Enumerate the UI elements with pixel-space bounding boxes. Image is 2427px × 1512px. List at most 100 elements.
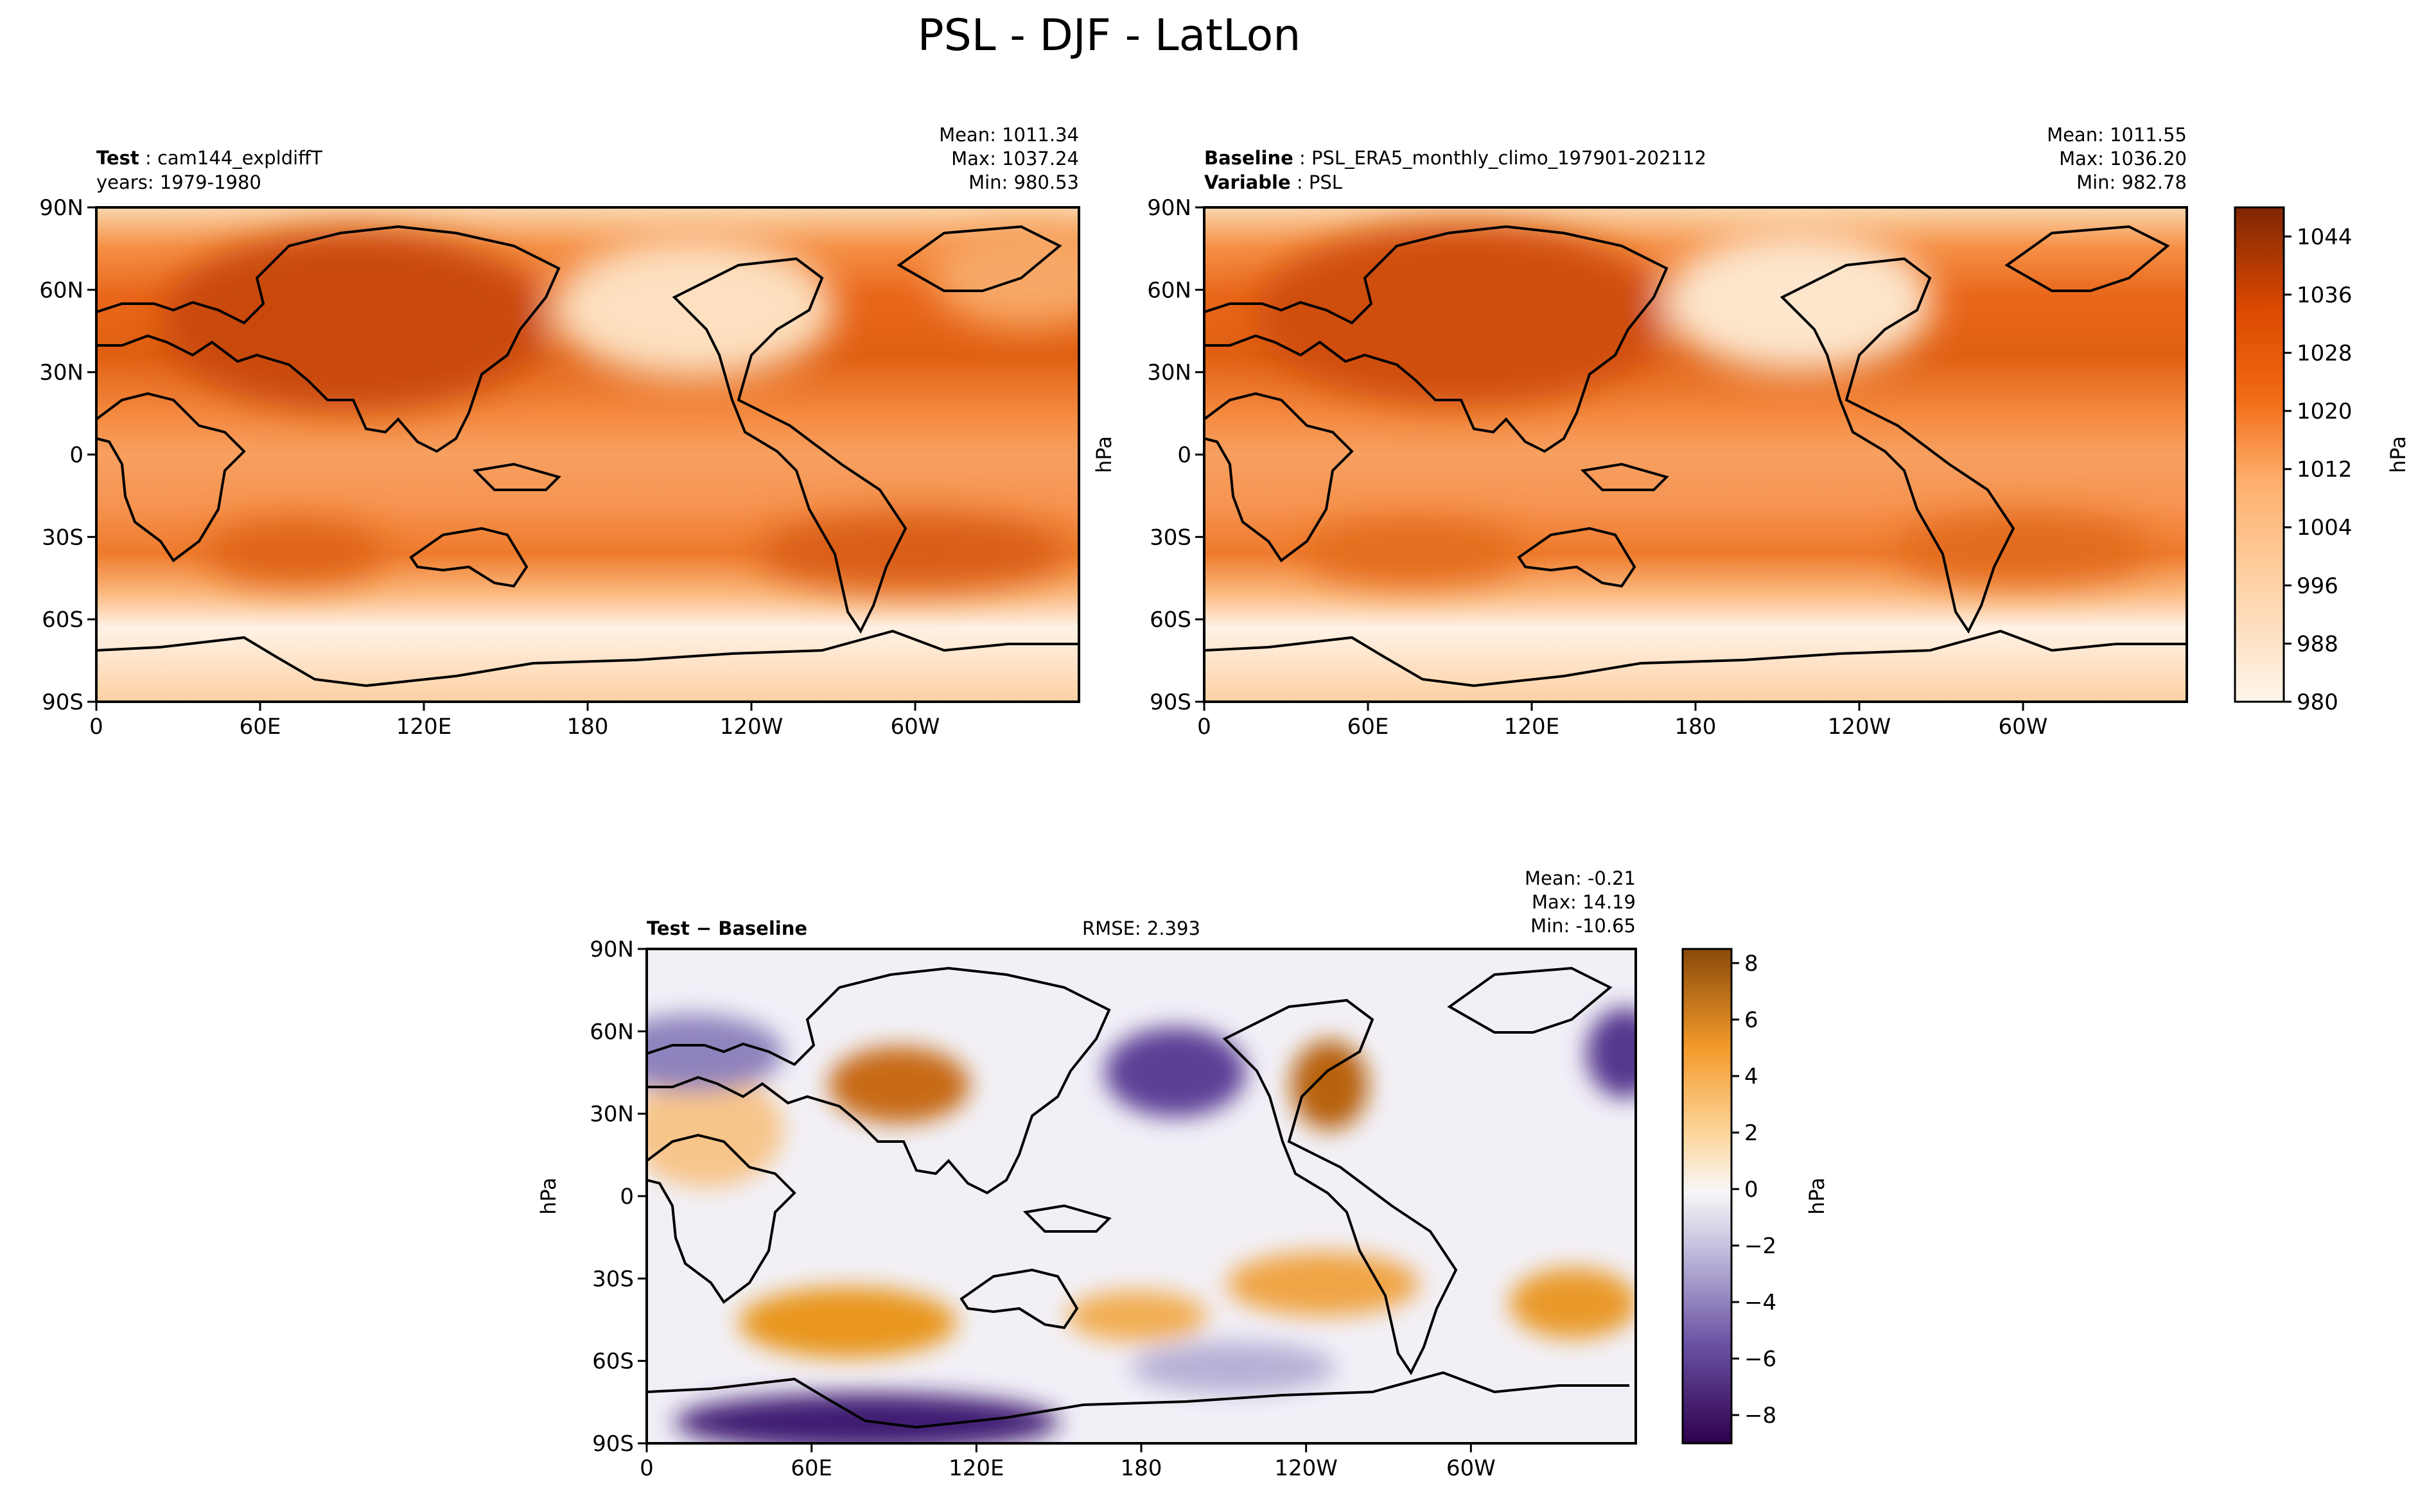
- y-tick-label: 60N: [1147, 277, 1191, 303]
- test-max: Max: 1037.24: [951, 148, 1079, 169]
- neg-greenland: [1586, 1008, 1636, 1098]
- colorbar-tick-label: 1012: [2297, 457, 2353, 483]
- colorbar-tick-label: 1036: [2297, 282, 2353, 308]
- psl-colorbar: 1044 1036 1028 1020 1012 1004 996 988 980 hPa: [2234, 206, 2410, 715]
- x-tick-label: 0: [1197, 714, 1211, 740]
- diff-colorbar: 8 6 4 2 0 −2 −4 −6 −8 hPa: [1681, 948, 1829, 1445]
- colorbar-tick-label: 996: [2297, 573, 2338, 599]
- baseline-mean: Mean: 1011.55: [2047, 124, 2187, 146]
- colorbar-tick-label: −2: [1744, 1233, 1776, 1259]
- colorbar-tick-label: 988: [2297, 631, 2338, 657]
- pos-tasman: [1066, 1290, 1207, 1342]
- colorbar-tick-label: 4: [1744, 1064, 1758, 1090]
- colorbar-tick-label: 6: [1744, 1007, 1758, 1033]
- neg-europe: [647, 1014, 784, 1091]
- indian-ocean-high: [1304, 520, 1522, 584]
- figure-title: PSL - DJF - LatLon: [918, 10, 1301, 61]
- y-tick-label: 60S: [1150, 607, 1191, 633]
- aleutian-low: [1663, 231, 1933, 372]
- difference-label: Test − Baseline: [647, 917, 807, 939]
- y-tick-label: 30N: [590, 1102, 634, 1127]
- x-tick-label: 120E: [396, 714, 451, 740]
- x-tick-label: 120W: [1828, 714, 1891, 740]
- pos-sindian: [739, 1287, 957, 1358]
- colorbar-tick-label: −4: [1744, 1290, 1776, 1316]
- diff-mean: Mean: -0.21: [1525, 867, 1636, 889]
- y-tick-label: 0: [1177, 442, 1191, 468]
- y-tick-label: 90N: [590, 937, 634, 962]
- pos-nafrica: [647, 1072, 784, 1188]
- icelandic-low: [931, 225, 1079, 327]
- x-tick-label: 60W: [891, 714, 940, 740]
- x-tick-label: 0: [89, 714, 103, 740]
- diff-min: Min: -10.65: [1530, 915, 1636, 937]
- colorbar-tick-label: −6: [1744, 1346, 1776, 1372]
- y-tick-label: 30N: [39, 360, 83, 386]
- y-tick-label: 90S: [592, 1431, 634, 1457]
- baseline-ylabel: hPa: [1092, 436, 1116, 473]
- colorbar-tick-label: 1004: [2297, 515, 2353, 541]
- y-tick-label: 60S: [592, 1349, 634, 1375]
- colorbar-tick-label: 1028: [2297, 340, 2353, 366]
- neg-antarctic: [674, 1393, 1060, 1443]
- difference-panel: Test − Baseline RMSE: 2.393 Mean: -0.21 …: [536, 867, 1829, 1481]
- indian-ocean-high: [206, 520, 385, 584]
- colorbar-tick-label: 980: [2297, 690, 2338, 715]
- colorbar-tick-label: 1020: [2297, 399, 2353, 424]
- colorbar-tick-label: 8: [1744, 951, 1758, 977]
- colorbar-tick-label: −8: [1744, 1403, 1776, 1429]
- difference-ylabel: hPa: [536, 1177, 561, 1215]
- x-tick-label: 180: [1675, 714, 1717, 740]
- pos-satlantic: [1509, 1268, 1636, 1339]
- baseline-label: Baseline : PSL_ERA5_monthly_climo_197901…: [1204, 147, 1706, 169]
- diff-colorbar-label: hPa: [1805, 1177, 1829, 1215]
- test-panel: Test : cam144_expldiffT years: 1979-1980…: [39, 124, 1080, 740]
- colorbar-tick-label: 1044: [2297, 224, 2353, 250]
- colorbar-tick-label: 0: [1744, 1177, 1758, 1203]
- siberian-high: [161, 231, 546, 411]
- x-tick-label: 0: [640, 1456, 654, 1481]
- south-pacific-high: [1895, 514, 2151, 584]
- y-tick-label: 30S: [1150, 525, 1191, 550]
- y-tick-label: 90N: [39, 195, 83, 221]
- pos-tibet: [828, 1047, 970, 1124]
- siberian-high: [1256, 225, 1667, 404]
- y-tick-label: 90S: [1150, 690, 1191, 715]
- test-label: Test : cam144_expldiffT: [96, 147, 322, 169]
- x-tick-label: 60E: [1347, 714, 1389, 740]
- x-tick-label: 120E: [1504, 714, 1559, 740]
- x-tick-label: 60W: [1999, 714, 2048, 740]
- y-tick-label: 60N: [39, 277, 83, 303]
- x-tick-label: 120E: [949, 1456, 1004, 1481]
- test-mean: Mean: 1011.34: [939, 124, 1079, 146]
- variable-label: Variable : PSL: [1204, 171, 1342, 193]
- x-tick-label: 60E: [240, 714, 281, 740]
- baseline-panel: Baseline : PSL_ERA5_monthly_climo_197901…: [1092, 124, 2410, 740]
- rmse-label: RMSE: 2.393: [1082, 917, 1200, 939]
- pos-rockies: [1291, 1040, 1368, 1130]
- baseline-max: Max: 1036.20: [2059, 148, 2187, 169]
- y-tick-label: 90S: [42, 690, 83, 715]
- psl-colorbar-label: hPa: [2386, 436, 2410, 473]
- y-tick-label: 30S: [42, 525, 83, 550]
- y-tick-label: 60S: [42, 607, 83, 633]
- south-pacific-high: [758, 514, 1066, 591]
- diff-max: Max: 14.19: [1532, 891, 1636, 913]
- y-tick-label: 30S: [592, 1266, 634, 1292]
- x-tick-label: 120W: [720, 714, 784, 740]
- x-tick-label: 180: [1121, 1456, 1162, 1481]
- pos-spacific: [1227, 1252, 1419, 1316]
- y-tick-label: 0: [620, 1184, 634, 1210]
- y-tick-label: 30N: [1147, 360, 1191, 386]
- x-tick-label: 60E: [791, 1456, 832, 1481]
- test-years: years: 1979-1980: [96, 171, 261, 193]
- colorbar-tick-label: 2: [1744, 1120, 1758, 1146]
- neg-aleutian: [1105, 1027, 1246, 1117]
- test-min: Min: 980.53: [968, 171, 1079, 193]
- x-tick-label: 180: [567, 714, 609, 740]
- y-tick-label: 0: [69, 442, 83, 468]
- neg-southern: [1130, 1342, 1336, 1393]
- baseline-min: Min: 982.78: [2076, 171, 2187, 193]
- x-tick-label: 60W: [1446, 1456, 1496, 1481]
